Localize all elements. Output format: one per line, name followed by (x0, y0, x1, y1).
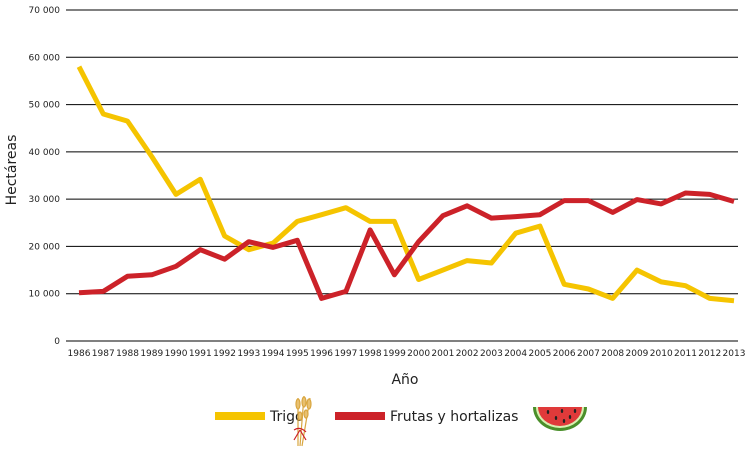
x-tick-label: 2007 (577, 349, 600, 359)
watermelon-icon (533, 407, 587, 431)
x-tick-label: 2001 (431, 349, 454, 359)
x-tick-label: 1999 (383, 349, 406, 359)
legend-swatch-trigo (215, 412, 265, 420)
x-tick-label: 2009 (626, 349, 649, 359)
y-tick-label: 50 000 (29, 101, 61, 111)
gridlines (66, 9, 738, 342)
y-tick-label: 70 000 (29, 6, 61, 16)
x-tick-label: 1994 (262, 349, 285, 359)
wheat-icon (293, 395, 312, 447)
x-tick-label: 1991 (189, 349, 212, 359)
x-axis-ticks: 1986 1987 1988 1989 1990 1991 1992 1993 1994 1995… (68, 349, 746, 359)
legend-item-trigo: Trigo (215, 395, 312, 447)
x-tick-label: 2008 (601, 349, 624, 359)
x-tick-label: 1995 (286, 349, 309, 359)
y-tick-label: 30 000 (29, 195, 61, 205)
x-tick-label: 1998 (359, 349, 382, 359)
legend-label-trigo: Trigo (269, 409, 304, 425)
x-tick-label: 2013 (723, 349, 746, 359)
legend: Trigo Frutas y hortalizas (215, 395, 587, 447)
x-tick-label: 1996 (310, 349, 333, 359)
x-tick-label: 2003 (480, 349, 503, 359)
x-tick-label: 1997 (334, 349, 357, 359)
x-tick-label: 2011 (674, 349, 697, 359)
x-tick-label: 1990 (165, 349, 188, 359)
series-line-trigo (76, 65, 735, 304)
x-tick-label: 2012 (698, 349, 721, 359)
x-tick-label: 2006 (553, 349, 576, 359)
series-lines (76, 65, 735, 304)
x-tick-label: 1986 (68, 349, 91, 359)
y-tick-label: 0 (54, 337, 60, 347)
x-tick-label: 2002 (456, 349, 479, 359)
y-axis-title: Hectáreas (4, 135, 20, 206)
x-tick-label: 2005 (528, 349, 551, 359)
legend-swatch-frutas (335, 412, 385, 420)
x-tick-label: 2004 (504, 349, 527, 359)
y-tick-label: 20 000 (29, 242, 61, 252)
legend-label-frutas: Frutas y hortalizas (390, 409, 518, 425)
y-tick-label: 60 000 (29, 53, 61, 63)
x-tick-label: 1987 (92, 349, 115, 359)
x-tick-label: 2000 (407, 349, 430, 359)
y-axis-ticks: 0 10 000 20 000 30 000 40 000 50 000 60 000 70 … (29, 6, 61, 347)
x-tick-label: 2010 (650, 349, 673, 359)
y-tick-label: 10 000 (29, 290, 61, 300)
x-tick-label: 1992 (213, 349, 236, 359)
y-tick-label: 40 000 (29, 148, 61, 158)
x-axis-title: Año (391, 372, 418, 388)
x-tick-label: 1993 (237, 349, 260, 359)
legend-item-frutas: Frutas y hortalizas (335, 407, 587, 431)
x-tick-label: 1988 (116, 349, 139, 359)
series-line-frutas-y-hortalizas (78, 190, 735, 301)
x-tick-label: 1989 (140, 349, 163, 359)
